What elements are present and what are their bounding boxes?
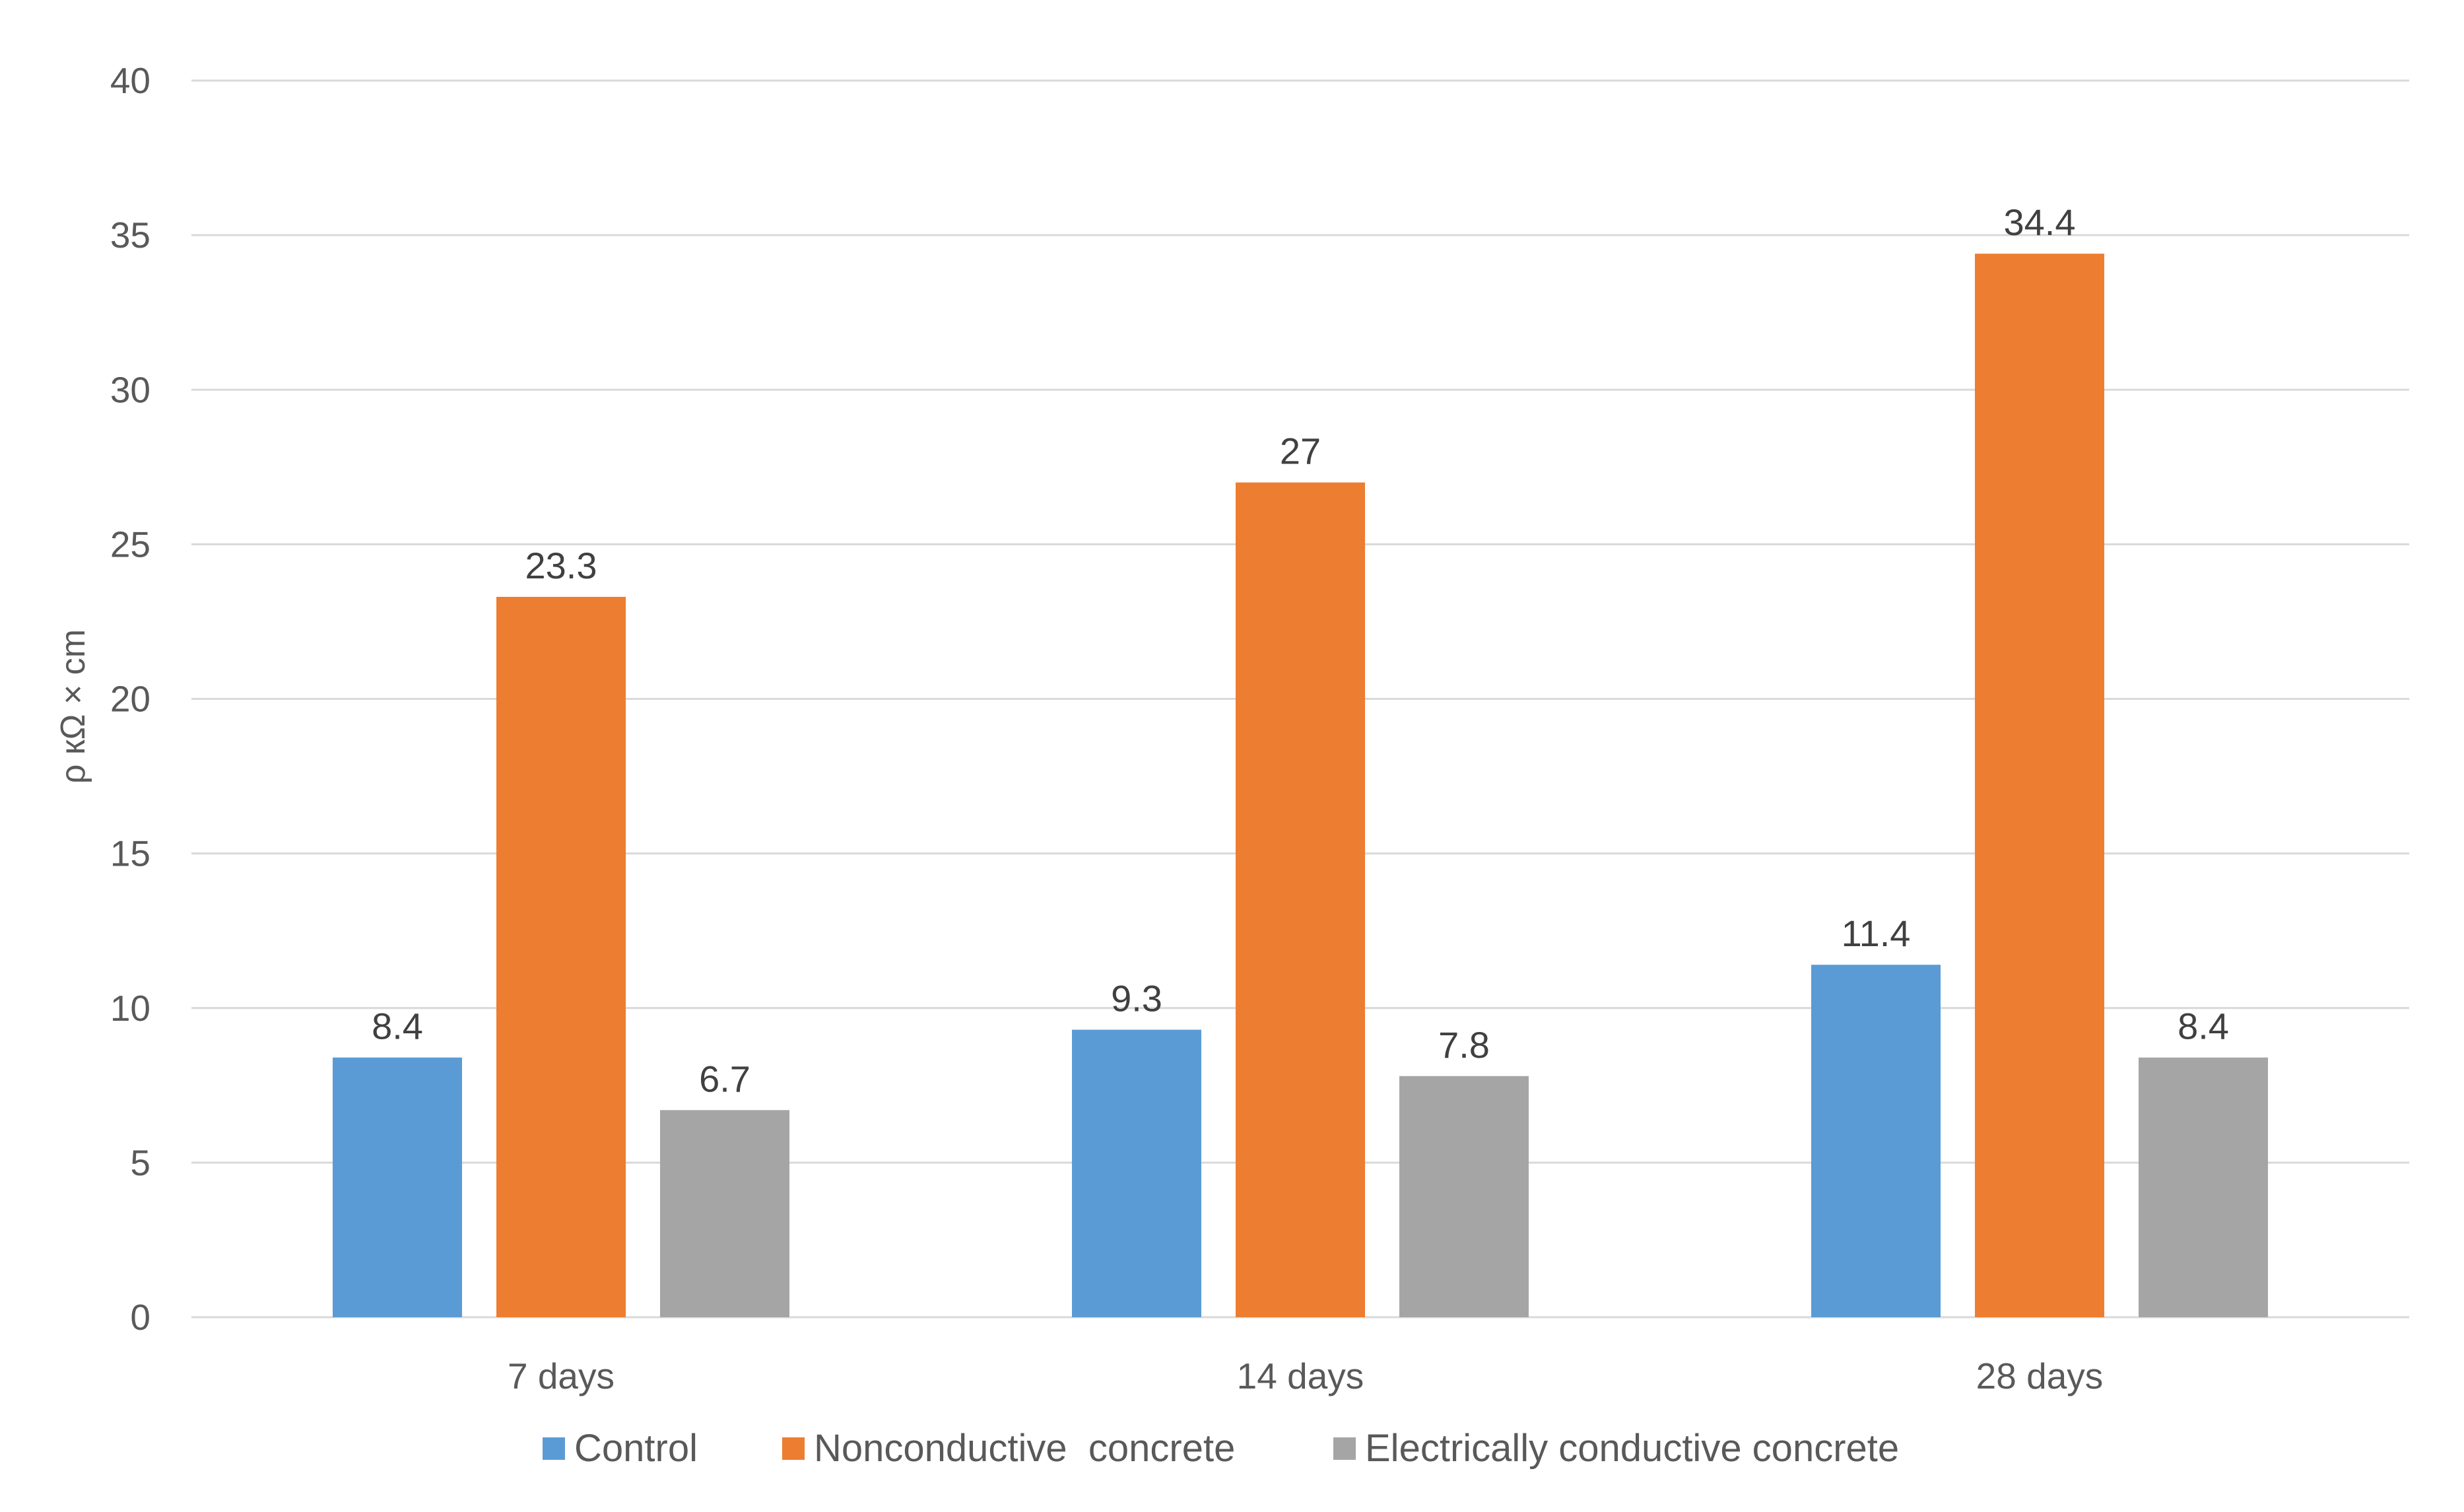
y-axis-title: ρ кΩ × cm: [54, 629, 92, 784]
y-tick-label: 0: [130, 1297, 150, 1338]
y-tick-label: 30: [110, 369, 150, 410]
y-tick-label: 35: [110, 215, 150, 256]
bar-3-3: [2139, 1057, 2268, 1317]
data-label: 27: [1280, 430, 1321, 472]
bar-1-2: [1072, 1029, 1201, 1317]
legend: Control Nonconductive concrete Electricall…: [543, 1427, 1899, 1470]
y-tick-label: 20: [110, 679, 150, 720]
legend-swatch: [1333, 1437, 1356, 1460]
y-tick-label: 40: [110, 60, 150, 101]
x-tick-label: 14 days: [1237, 1356, 1364, 1396]
bar-1-1: [333, 1057, 462, 1317]
bar-2-2: [1236, 482, 1365, 1317]
legend-item: Electrically conductive concrete: [1333, 1427, 1899, 1470]
data-label: 8.4: [372, 1006, 423, 1047]
legend-swatch: [543, 1437, 565, 1460]
legend-item: Control: [543, 1427, 698, 1470]
data-label: 34.4: [2004, 201, 2076, 243]
bar-1-3: [1811, 965, 1941, 1317]
bars: [333, 254, 2268, 1318]
y-tick-label: 10: [110, 988, 150, 1029]
legend-label: Nonconductive concrete: [814, 1427, 1235, 1470]
bar-3-2: [1399, 1076, 1529, 1317]
bar-2-1: [496, 596, 626, 1317]
data-label: 23.3: [525, 545, 597, 586]
legend-item: Nonconductive concrete: [782, 1427, 1235, 1470]
y-tick-label: 5: [130, 1142, 150, 1183]
y-tick-label: 25: [110, 524, 150, 565]
data-label: 8.4: [2178, 1006, 2229, 1047]
data-label: 7.8: [1438, 1024, 1490, 1066]
bar-3-1: [660, 1110, 789, 1317]
legend-swatch: [782, 1437, 805, 1460]
x-tick-label: 7 days: [508, 1356, 615, 1396]
y-axis-ticks: 0 5 10 15 20 25 30 35 40: [110, 60, 150, 1338]
x-axis-ticks: 7 days 14 days 28 days: [508, 1356, 2103, 1396]
data-labels: 8.4 23.3 6.7 9.3 27 7.8 11.4 34.4 8.4: [372, 201, 2229, 1099]
bar-2-3: [1975, 254, 2104, 1318]
data-label: 6.7: [699, 1058, 750, 1099]
y-tick-label: 15: [110, 833, 150, 874]
x-tick-label: 28 days: [1976, 1356, 2104, 1396]
legend-label: Control: [574, 1427, 698, 1470]
legend-label: Electrically conductive concrete: [1365, 1427, 1899, 1470]
data-label: 11.4: [1842, 912, 1911, 954]
data-label: 9.3: [1111, 978, 1162, 1019]
